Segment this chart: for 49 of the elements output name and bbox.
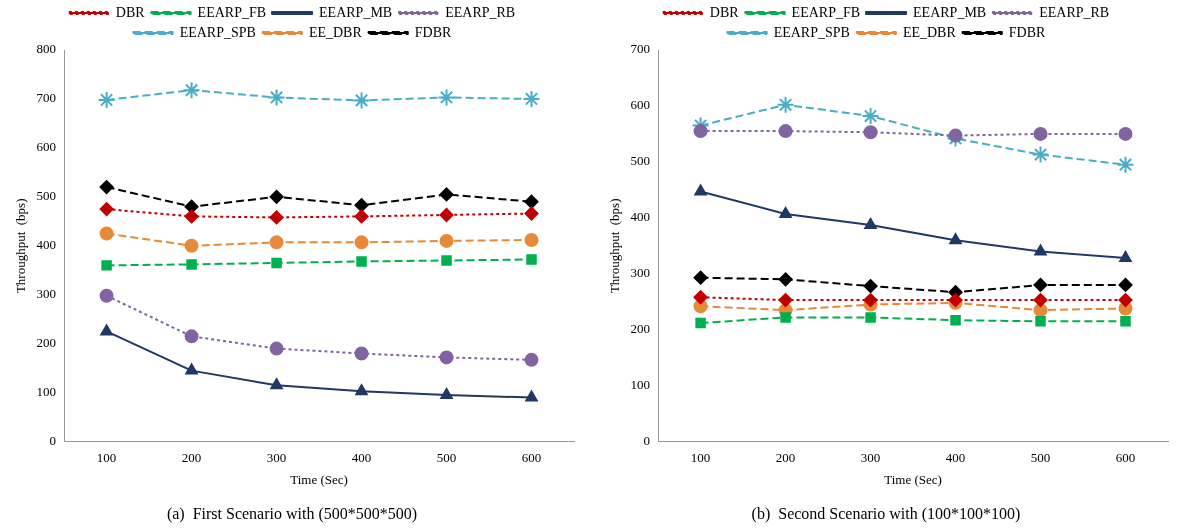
legend-label: EEARP_MB: [319, 4, 393, 20]
legend-label: EEARP_SPB: [179, 24, 256, 40]
x-tick-label: 200: [181, 449, 202, 465]
x-tick-label: 200: [775, 449, 796, 465]
y-tick-label: 300: [36, 286, 57, 302]
x-tick-label: 100: [96, 449, 117, 465]
y-tick-label: 700: [36, 90, 57, 106]
y-tick-label: 400: [36, 237, 57, 253]
legend-label: EEARP_FB: [791, 4, 861, 20]
x-tick-label: 400: [945, 449, 966, 465]
y-tick-label: 600: [630, 97, 651, 113]
legend-label: DBR: [709, 4, 740, 20]
y-tick-label: 800: [36, 41, 57, 57]
legend-label: EEARP_RB: [445, 4, 516, 20]
x-tick-label: 600: [1115, 449, 1136, 465]
y-tick-label: 100: [36, 384, 57, 400]
legend-label: EEARP_MB: [913, 4, 987, 20]
legend-label: EEARP_SPB: [773, 24, 850, 40]
x-tick-label: 300: [266, 449, 287, 465]
y-tick-label: 600: [36, 139, 57, 155]
y-tick-label: 0: [49, 433, 57, 449]
x-tick-label: 400: [351, 449, 372, 465]
y-tick-label: 200: [630, 321, 651, 337]
legend-label: EE_DBR: [308, 24, 363, 40]
legend-label: DBR: [115, 4, 146, 20]
legend-label: EEARP_RB: [1039, 4, 1110, 20]
y-tick-label: 0: [643, 433, 651, 449]
y-tick-label: 500: [36, 188, 57, 204]
legend-label: FDBR: [414, 24, 453, 40]
x-tick-label: 500: [1030, 449, 1051, 465]
y-tick-label: 100: [630, 377, 651, 393]
x-tick-label: 600: [521, 449, 542, 465]
y-axis-title: Throughput (bps): [13, 198, 29, 294]
x-axis-title: Time (Sec): [884, 472, 942, 488]
y-tick-label: 500: [630, 153, 651, 169]
x-axis-title: Time (Sec): [290, 472, 348, 488]
y-axis-title: Throughput (bps): [607, 198, 623, 294]
x-tick-label: 300: [860, 449, 881, 465]
y-tick-label: 400: [630, 209, 651, 225]
text: (a) First Scenario with (500*500*500): [166, 504, 418, 523]
legend-label: EEARP_FB: [197, 4, 267, 20]
legend-label: FDBR: [1008, 24, 1047, 40]
text: (b) Second Scenario with (100*100*100): [751, 504, 1021, 523]
y-tick-label: 200: [36, 335, 57, 351]
x-tick-label: 500: [436, 449, 457, 465]
x-tick-label: 100: [690, 449, 711, 465]
y-tick-label: 700: [630, 41, 651, 57]
legend-label: EE_DBR: [902, 24, 957, 40]
y-tick-label: 300: [630, 265, 651, 281]
